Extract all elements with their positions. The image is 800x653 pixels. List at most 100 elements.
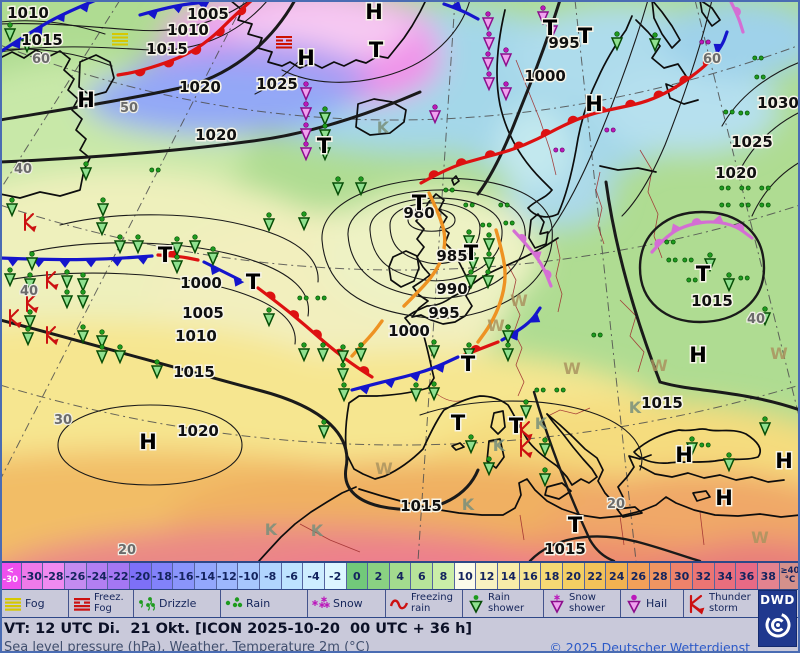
pressure-center-label: H	[297, 46, 315, 70]
legend-label: Hail	[646, 596, 668, 610]
legend-item-rain: Rain	[220, 590, 307, 617]
graticule-label: 60	[703, 52, 721, 67]
airmass-label: K	[535, 414, 548, 433]
pressure-label: 1000	[388, 322, 430, 340]
snow-icon	[312, 596, 330, 608]
warm-front	[419, 56, 714, 185]
pressure-label: 995	[428, 304, 459, 322]
warm-front	[116, 0, 254, 77]
pressure-label: 1015	[400, 497, 442, 515]
valid-time-line: VT: 12 UTC Di. 21 Okt. [ICON 2025-10-20 …	[4, 620, 473, 637]
graticule-label: 40	[20, 284, 38, 299]
pressure-label: 1000	[524, 67, 566, 85]
rain-icon	[225, 596, 243, 607]
scale-cell: < -30	[0, 563, 22, 589]
scale-cell: -18	[151, 563, 174, 589]
airmass-label: K	[629, 398, 642, 417]
country-borders	[299, 59, 705, 553]
scale-cell: 32	[693, 563, 715, 589]
thunderstorm-icon	[689, 594, 705, 614]
pressure-center-label: T	[246, 270, 261, 294]
pressure-label: 990	[436, 280, 467, 298]
pressure-label: 980	[403, 204, 434, 222]
scale-cell: ≥40 °C	[779, 563, 800, 589]
product-description: Sea level pressure (hPa), Weather, Tempe…	[4, 639, 370, 653]
airmass-label: K	[265, 520, 278, 539]
freezing-rain-icon	[389, 598, 409, 609]
copyright: © 2025 Deutscher Wetterdienst	[549, 639, 750, 653]
graticule-label: 60	[32, 52, 50, 67]
legend-label: Rain	[246, 596, 271, 610]
temperature-scale: < -30 -30 -28 -26 -24 -22 -20 -18 -16 -14 -12 -10 -8-…	[0, 563, 800, 590]
scale-cell: 34	[714, 563, 737, 589]
pressure-label: 1005	[182, 304, 224, 322]
scale-cell: -30	[21, 563, 44, 589]
fog-icon	[5, 597, 21, 611]
scale-cell: 20	[563, 563, 585, 589]
pressure-label: 1010	[175, 327, 217, 345]
pressure-center-label: T	[158, 243, 173, 267]
scale-cell: -16	[173, 563, 195, 589]
cold-front	[202, 260, 245, 287]
pressure-center-label: T	[568, 513, 583, 537]
cold-front	[350, 355, 460, 395]
scale-cell: -6	[281, 563, 304, 589]
fronts-layer	[0, 0, 754, 395]
occluded-front	[512, 229, 553, 288]
isobars	[0, 0, 800, 561]
legend-label: Freezing rain	[411, 592, 453, 614]
trough-front	[402, 191, 447, 308]
legend-item-drizzle: Drizzle	[133, 590, 220, 617]
airmass-label: K	[462, 495, 475, 514]
occluded-front	[650, 214, 754, 254]
legend-item-freezing-rain: Freezing rain	[385, 590, 462, 617]
graticule-label: 40	[14, 162, 32, 177]
scale-cell: -10	[238, 563, 260, 589]
scale-cell: 8	[433, 563, 455, 589]
pressure-center-label: T	[369, 38, 384, 62]
airmass-label: W	[510, 291, 528, 310]
pressure-label: 1010	[167, 21, 209, 39]
scale-cell: -26	[64, 563, 87, 589]
airmass-label: W	[487, 316, 505, 335]
legend-item-thunderstorm: Thunder storm	[683, 590, 762, 617]
weather-legend: Fog Freez. Fog Drizzle Rain Snow Freezing rai…	[0, 590, 800, 618]
scale-cell: -22	[108, 563, 130, 589]
cold-front	[138, 0, 210, 20]
legend-item-snow-shower: Snow shower	[543, 590, 620, 617]
pressure-label: 1005	[187, 5, 229, 23]
scale-cell: 22	[584, 563, 607, 589]
scale-cell: -24	[86, 563, 109, 589]
legend-label: Drizzle	[159, 596, 197, 610]
pressure-label: 1020	[195, 126, 237, 144]
scale-cell: 4	[389, 563, 412, 589]
pressure-label: 995	[548, 34, 579, 52]
scale-cell: 14	[498, 563, 520, 589]
pressure-label: 1025	[256, 75, 298, 93]
pressure-center-label: T	[451, 411, 466, 435]
dwd-spiral-icon	[765, 612, 790, 638]
pressure-center-label: T	[412, 191, 427, 215]
legend-item-fog: Fog	[0, 590, 68, 617]
pressure-center-label: T	[461, 352, 476, 376]
scale-cell: 0	[346, 563, 369, 589]
scale-cell: -20	[129, 563, 152, 589]
dwd-logo: DWD	[758, 590, 797, 647]
coastlines	[0, 0, 800, 561]
legend-label: Rain shower	[488, 592, 525, 614]
cold-front	[442, 0, 480, 21]
pressure-label: 1025	[731, 133, 773, 151]
product-description-row: Sea level pressure (hPa), Weather, Tempe…	[0, 639, 800, 653]
pressure-center-label: T	[696, 262, 711, 286]
scale-cell: 30	[671, 563, 693, 589]
pressure-label: 1015	[544, 540, 586, 558]
airmass-label: W	[563, 359, 581, 378]
scale-cell: 2	[368, 563, 390, 589]
hail-icon	[627, 594, 641, 614]
pressure-label: 1000	[180, 274, 222, 292]
pressure-center-label: T	[464, 241, 479, 265]
scale-cell: 24	[606, 563, 629, 589]
pressure-label: 1020	[177, 422, 219, 440]
